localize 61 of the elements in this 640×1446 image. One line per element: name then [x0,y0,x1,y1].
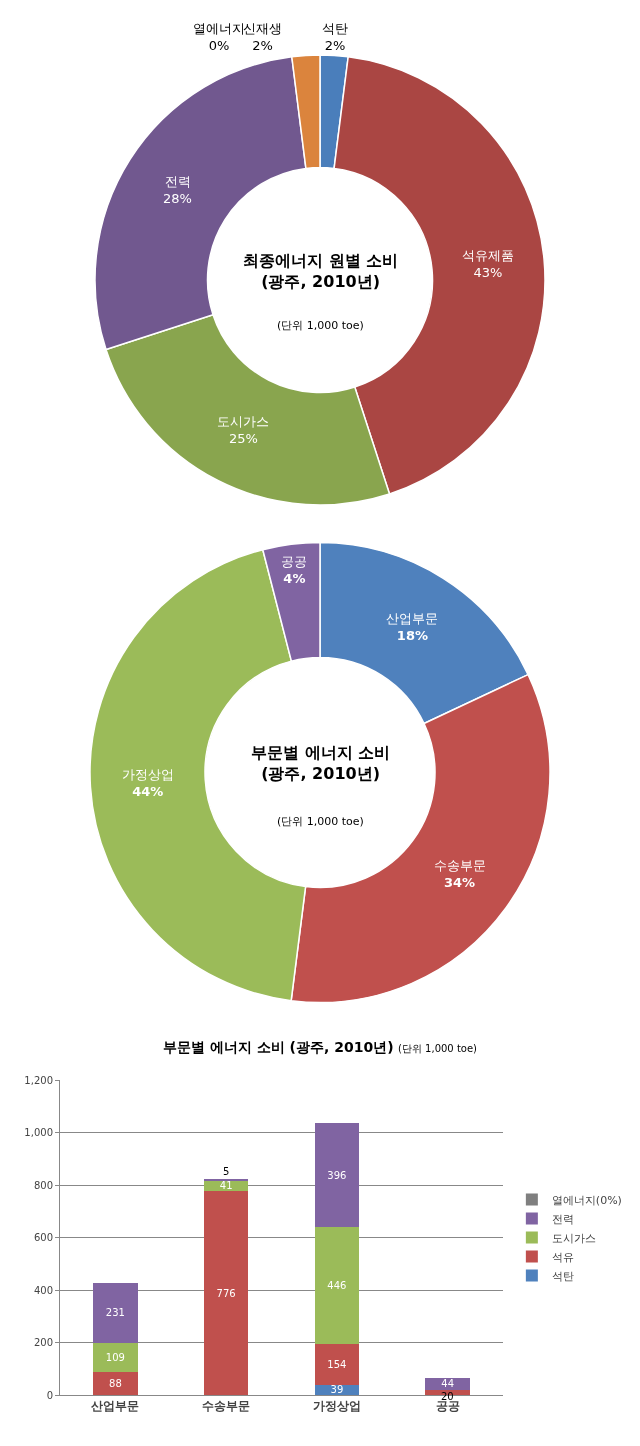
y-tick-label: 1,200 [24,1074,53,1086]
data-label: 34% [443,874,476,890]
bar [93,1371,138,1395]
slice-label: 공공 [281,553,308,569]
data-label: 776 [216,1287,236,1299]
data-label: 4% [283,570,306,586]
x-tick-label: 수송부문 [202,1399,251,1414]
slice-label: 석탄 [322,21,348,36]
slice-label: 신재생 [243,21,282,36]
y-tick-label: 200 [33,1337,53,1348]
bar [314,1123,360,1228]
data-label: 2% [324,37,346,53]
data-label: 44% [132,784,164,800]
y-tick-label: 800 [33,1179,53,1191]
category-label: 열에너지 [193,21,245,36]
data-label: 41 [219,1180,233,1192]
legend-label: 석유 [551,1250,574,1264]
x-tick-label: 공공 [435,1399,460,1414]
data-label: 154 [327,1359,347,1371]
text: 0% [208,37,230,53]
slice-label: 산업부문 [386,610,439,626]
data-label: 109 [105,1352,125,1364]
data-label: 446 [327,1280,347,1292]
slice-label: 석유제품 [462,248,514,264]
data-label: 88 [109,1377,122,1389]
legend-label: 열에너지(0%) [551,1193,622,1207]
data-label: 43% [473,265,503,281]
bar [93,1343,138,1372]
data-label: 396 [327,1169,347,1181]
y-tick-label: 600 [33,1232,53,1243]
bar [314,1344,360,1385]
y-tick-label: 0 [46,1389,53,1401]
bar [203,1191,249,1395]
slice-label: 도시가스 [217,414,270,430]
legend-label: 도시가스 [551,1231,596,1245]
text: (단위 1,000 toe) [277,319,364,332]
data-label: 231 [105,1307,125,1319]
slice-label: 전력 [164,173,191,189]
data-label: 2% [252,37,273,53]
bar [425,1378,470,1390]
chart-title: 부문별 에너지 소비 (광주, 2010년) [162,1039,394,1056]
x-tick-label: 산업부문 [91,1399,140,1414]
legend-label: 석탄 [551,1269,574,1283]
bar [93,1282,138,1344]
y-tick-label: 1,000 [24,1127,53,1138]
bar [314,1227,360,1345]
legend-label: 전력 [551,1212,574,1226]
text: 부문별 에너지 소비 (광주, 2010년) [251,743,391,783]
data-label: 25% [228,431,258,447]
chart-subtitle: (단위 1,000 toe) [398,1043,478,1055]
data-label: 18% [396,627,428,643]
text: 최종에너지 원별 소비 (광주, 2010년) [243,251,399,291]
data-label: 5 [223,1166,230,1177]
data-label: 39 [330,1384,344,1396]
x-tick-label: 가정상업 [312,1399,361,1414]
slice-label: 가정상업 [121,767,174,783]
y-tick-label: 400 [33,1284,53,1296]
slice-label: 수송부문 [433,857,486,873]
text: (단위 1,000 toe) [277,815,364,828]
data-label: 44 [441,1378,454,1390]
data-label: 28% [163,190,192,206]
